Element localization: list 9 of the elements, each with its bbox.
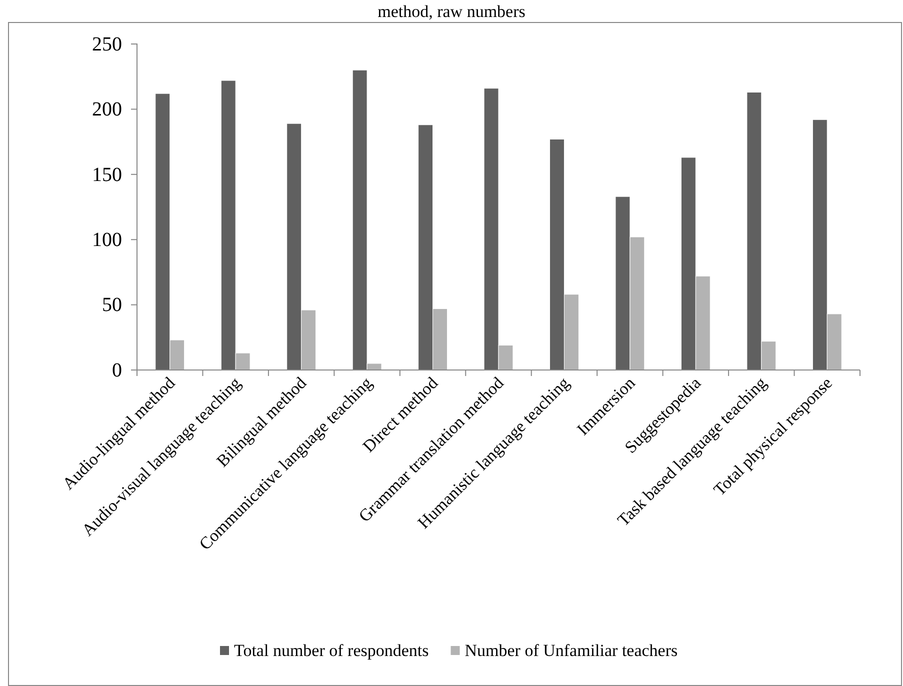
y-tick-label: 50	[102, 294, 122, 316]
y-tick-label: 150	[92, 164, 122, 186]
legend-label: Number of Unfamiliar teachers	[464, 641, 678, 660]
y-tick-label: 100	[92, 229, 122, 251]
legend-label: Total number of respondents	[234, 641, 429, 660]
chart-title: method, raw numbers	[378, 2, 526, 21]
y-tick-label: 200	[92, 98, 122, 121]
y-tick-label: 250	[92, 33, 122, 56]
y-tick-label: 0	[112, 359, 122, 382]
